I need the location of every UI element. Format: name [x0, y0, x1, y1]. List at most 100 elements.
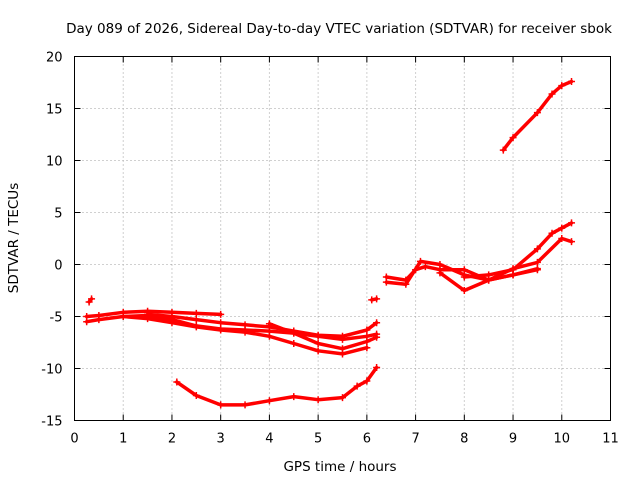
data-point-plus: [558, 224, 566, 232]
data-point-plus: [460, 287, 468, 294]
y-tick-label: -10: [41, 363, 62, 378]
data-point-plus: [192, 323, 200, 331]
data-point-plus: [548, 229, 556, 237]
data-point-plus: [416, 257, 424, 265]
data-point-plus: [568, 219, 576, 227]
data-point-plus: [568, 77, 576, 85]
data-point-plus: [217, 326, 225, 334]
gridlines: [74, 56, 611, 421]
series-line: [384, 259, 540, 287]
y-axis-label: SDTVAR / TECUs: [6, 183, 22, 293]
y-tick-label: 10: [46, 155, 63, 170]
data-point-plus: [436, 269, 444, 277]
data-point-plus: [373, 319, 381, 327]
x-axis-label: GPS time / hours: [283, 459, 396, 475]
data-point-plus: [368, 296, 376, 304]
data-point-plus: [290, 340, 298, 348]
data-point-plus: [533, 266, 541, 274]
y-tick-label: -5: [50, 311, 63, 326]
data-point-plus: [373, 333, 381, 341]
data-point-plus: [265, 332, 273, 340]
data-point-plus: [119, 313, 127, 320]
data-point-plus: [173, 378, 181, 386]
data-series: [83, 77, 576, 409]
data-point-plus: [533, 245, 541, 253]
data-point-plus: [509, 266, 517, 274]
data-point-plus: [192, 309, 200, 317]
series-trace-6: [173, 363, 381, 409]
data-point-plus: [558, 235, 566, 242]
data-point-plus: [217, 319, 225, 327]
data-point-plus: [460, 273, 468, 281]
data-point-plus: [402, 280, 410, 288]
data-point-plus: [533, 109, 541, 117]
series-trace-7: [85, 295, 96, 306]
x-tick-label: 2: [168, 432, 176, 447]
x-tick-label: 9: [509, 432, 517, 447]
y-tick-label: 15: [46, 103, 63, 118]
data-point-plus: [83, 318, 91, 326]
data-point-plus: [485, 271, 493, 279]
data-point-plus: [558, 82, 566, 90]
x-tick-label: 10: [553, 432, 570, 447]
data-point-plus: [192, 392, 200, 400]
data-point-plus: [241, 321, 249, 329]
data-point-plus: [314, 340, 322, 348]
data-point-plus: [144, 315, 152, 323]
y-tick-label: -15: [41, 415, 62, 430]
data-point-plus: [533, 258, 541, 266]
x-tick-label: 1: [119, 432, 127, 447]
data-point-plus: [241, 328, 249, 336]
y-tick-label: 5: [54, 207, 62, 222]
data-point-plus: [192, 316, 200, 324]
data-point-plus: [168, 313, 176, 320]
data-point-plus: [265, 320, 273, 328]
data-point-plus: [168, 319, 176, 327]
series-trace-13: [499, 77, 576, 154]
x-tick-label: 7: [411, 432, 419, 447]
data-point-plus: [88, 295, 96, 303]
data-point-plus: [339, 332, 346, 340]
data-point-plus: [373, 363, 381, 371]
x-tick-label: 3: [217, 432, 225, 447]
series-trace-8: [368, 295, 381, 304]
data-point-plus: [265, 397, 273, 405]
axis-ticks: 0 1 2 3 4 5 6 7 8 9 10 11 -15 -10 -5 0 5 10 15 20: [41, 51, 619, 447]
y-tick-label: 0: [54, 259, 62, 274]
data-point-plus: [217, 310, 225, 318]
data-point-plus: [339, 394, 346, 402]
x-tick-label: 11: [602, 432, 619, 447]
data-point-plus: [548, 90, 556, 98]
data-point-plus: [290, 393, 298, 401]
x-tick-label: 5: [314, 432, 322, 447]
series-trace-5: [119, 313, 371, 358]
data-point-plus: [314, 396, 322, 404]
data-point-plus: [382, 278, 390, 286]
x-tick-label: 8: [460, 432, 468, 447]
data-point-plus: [499, 146, 507, 154]
series-trace-12: [460, 219, 576, 281]
data-point-plus: [363, 344, 371, 352]
data-point-plus: [373, 295, 381, 303]
plot-frame: [74, 56, 611, 421]
data-point-plus: [241, 401, 249, 409]
data-point-plus: [363, 326, 371, 334]
data-point-plus: [95, 316, 103, 324]
x-tick-label: 6: [363, 432, 371, 447]
data-point-plus: [363, 337, 371, 345]
data-point-plus: [314, 331, 322, 339]
y-tick-label: 20: [46, 51, 63, 66]
data-point-plus: [509, 134, 517, 142]
data-point-plus: [339, 350, 346, 358]
data-point-plus: [353, 382, 361, 390]
data-point-plus: [314, 347, 322, 355]
data-point-plus: [363, 377, 371, 385]
chart-title: Day 089 of 2026, Sidereal Day-to-day VTE…: [66, 21, 612, 37]
x-tick-label: 0: [70, 432, 78, 447]
data-point-plus: [436, 261, 444, 268]
x-tick-label: 4: [265, 432, 273, 447]
data-point-plus: [568, 238, 576, 246]
data-point-plus: [421, 263, 429, 271]
data-point-plus: [217, 401, 225, 409]
